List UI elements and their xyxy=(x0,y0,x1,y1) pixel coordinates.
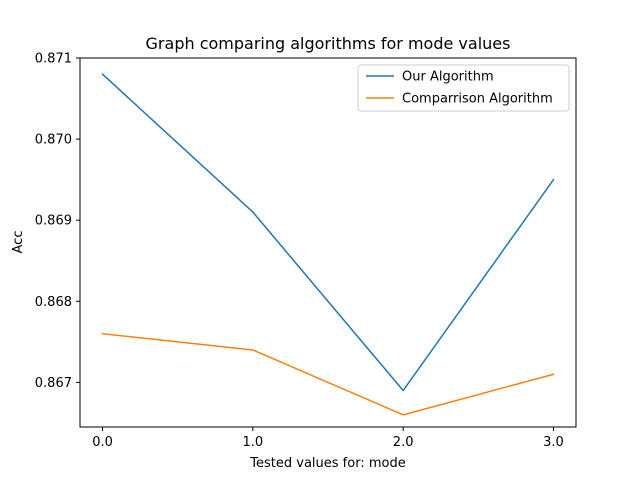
x-tick-label: 3.0 xyxy=(543,435,564,450)
y-tick-label: 0.867 xyxy=(35,376,72,391)
x-axis-label: Tested values for: mode xyxy=(249,456,405,471)
y-tick-label: 0.870 xyxy=(35,133,72,148)
y-tick-label: 0.871 xyxy=(35,52,72,67)
legend-label-2: Comparrison Algorithm xyxy=(402,92,553,107)
x-tick-label: 1.0 xyxy=(243,435,264,450)
y-tick-label: 0.869 xyxy=(35,214,72,229)
series-line-2 xyxy=(101,332,555,416)
legend-label-1: Our Algorithm xyxy=(402,70,494,85)
chart-title: Graph comparing algorithms for mode valu… xyxy=(146,34,511,53)
x-tick-label: 0.0 xyxy=(92,435,113,450)
series-line-1 xyxy=(101,73,555,392)
y-axis-label: Acc xyxy=(11,231,26,254)
legend-box xyxy=(357,64,570,112)
legend: Our Algorithm Comparrison Algorithm xyxy=(357,64,570,112)
axes-frame xyxy=(79,57,577,428)
y-tick-label: 0.868 xyxy=(35,295,72,310)
plot-area: 0.0 1.0 2.0 3.0 0.867 0.868 0.869 0.870 0.871 xyxy=(35,52,577,450)
x-tick-label: 2.0 xyxy=(393,435,414,450)
